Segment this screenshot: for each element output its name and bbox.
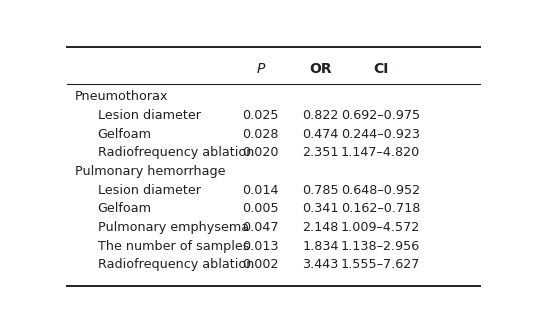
Text: 0.822: 0.822 [303, 109, 339, 122]
Text: 0.244–0.923: 0.244–0.923 [341, 128, 420, 141]
Text: 3.443: 3.443 [303, 258, 339, 271]
Text: Lesion diameter: Lesion diameter [98, 184, 200, 197]
Text: 1.555–7.627: 1.555–7.627 [341, 258, 420, 271]
Text: Radiofrequency ablation: Radiofrequency ablation [98, 258, 254, 271]
Text: 0.648–0.952: 0.648–0.952 [341, 184, 420, 197]
Text: 0.047: 0.047 [243, 221, 279, 234]
Text: 1.147–4.820: 1.147–4.820 [341, 146, 420, 159]
Text: 0.692–0.975: 0.692–0.975 [341, 109, 420, 122]
Text: 1.009–4.572: 1.009–4.572 [341, 221, 420, 234]
Text: Radiofrequency ablation: Radiofrequency ablation [98, 146, 254, 159]
Text: Pneumothorax: Pneumothorax [75, 90, 168, 103]
Text: 2.351: 2.351 [302, 146, 339, 159]
Text: 0.002: 0.002 [243, 258, 279, 271]
Text: 1.138–2.956: 1.138–2.956 [341, 240, 420, 253]
Text: The number of samples: The number of samples [98, 240, 249, 253]
Text: OR: OR [309, 62, 332, 76]
Text: 0.028: 0.028 [243, 128, 279, 141]
Text: Pulmonary emphysema: Pulmonary emphysema [98, 221, 249, 234]
Text: 0.020: 0.020 [243, 146, 279, 159]
Text: 0.013: 0.013 [243, 240, 279, 253]
Text: Lesion diameter: Lesion diameter [98, 109, 200, 122]
Text: 0.785: 0.785 [302, 184, 339, 197]
Text: 0.005: 0.005 [243, 202, 279, 215]
Text: 0.025: 0.025 [243, 109, 279, 122]
Text: 0.341: 0.341 [302, 202, 339, 215]
Text: P: P [256, 62, 265, 76]
Text: 0.014: 0.014 [243, 184, 279, 197]
Text: Pulmonary hemorrhage: Pulmonary hemorrhage [75, 165, 225, 178]
Text: Gelfoam: Gelfoam [98, 202, 151, 215]
Text: 1.834: 1.834 [302, 240, 339, 253]
Text: CI: CI [373, 62, 388, 76]
Text: 0.162–0.718: 0.162–0.718 [341, 202, 420, 215]
Text: 0.474: 0.474 [303, 128, 339, 141]
Text: Gelfoam: Gelfoam [98, 128, 151, 141]
Text: 2.148: 2.148 [303, 221, 339, 234]
